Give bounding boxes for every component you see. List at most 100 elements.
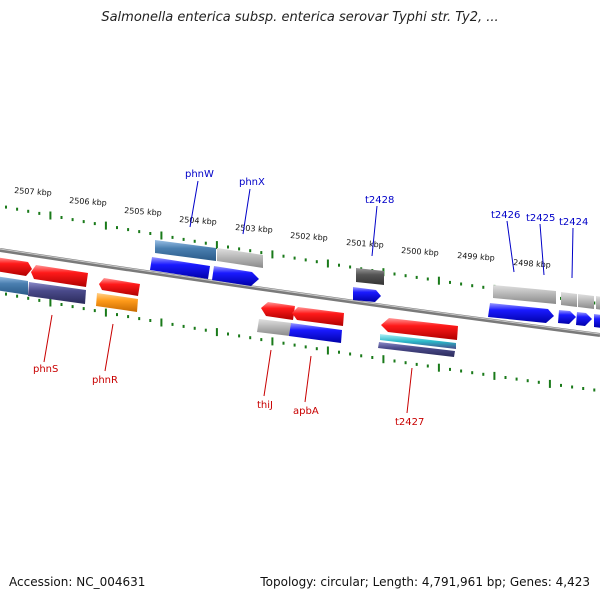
- kbp-label: 2501 kbp: [346, 238, 384, 250]
- minor-tick: [227, 245, 229, 249]
- kbp-label: 2503 kbp: [235, 223, 273, 235]
- gene-apbA[interactable]: [289, 307, 344, 343]
- gene-phnR[interactable]: [96, 293, 138, 312]
- major-tick: [215, 328, 218, 337]
- minor-tick: [471, 284, 474, 288]
- minor-tick: [349, 265, 352, 269]
- minor-tick: [449, 280, 451, 284]
- minor-tick: [482, 285, 485, 289]
- topology-text: Topology: circular; Length: 4,791,961 bp…: [260, 575, 590, 589]
- minor-tick: [149, 319, 152, 322]
- gene-left-forward[interactable]: [0, 257, 140, 296]
- minor-tick: [304, 258, 307, 262]
- minor-tick: [593, 388, 596, 392]
- minor-tick: [60, 216, 63, 219]
- minor-tick: [193, 239, 196, 243]
- minor-tick: [204, 328, 207, 332]
- major-tick: [215, 241, 218, 250]
- gene-t2424[interactable]: [576, 294, 600, 328]
- gene-t2425[interactable]: [558, 292, 577, 324]
- minor-tick: [38, 211, 41, 215]
- minor-tick: [560, 383, 562, 387]
- minor-tick: [426, 364, 429, 368]
- gene-phnW[interactable]: [150, 240, 216, 279]
- minor-tick: [249, 249, 252, 253]
- gene-phnX[interactable]: [212, 248, 263, 286]
- minor-tick: [227, 332, 229, 336]
- minor-tick: [204, 241, 207, 245]
- minor-tick: [171, 235, 174, 239]
- minor-tick: [171, 322, 174, 326]
- gene-t2427[interactable]: [378, 318, 458, 357]
- minor-tick: [582, 387, 585, 390]
- minor-tick: [82, 307, 85, 311]
- minor-tick: [27, 296, 30, 300]
- major-tick: [160, 231, 163, 240]
- gene-phnS[interactable]: [0, 276, 86, 304]
- major-tick: [160, 318, 163, 327]
- gene-labels: phnW phnX t2428 t2426 t2425 t2424 phnS p…: [33, 169, 588, 428]
- minor-tick: [304, 345, 307, 349]
- minor-tick: [182, 237, 185, 241]
- minor-tick: [293, 343, 296, 347]
- minor-tick: [593, 301, 596, 305]
- kbp-label: 2507 kbp: [14, 186, 52, 198]
- gene-label-t2427: t2427: [395, 417, 424, 428]
- major-tick: [493, 371, 496, 380]
- minor-tick: [293, 256, 296, 260]
- label-leaders: [43, 180, 574, 414]
- minor-tick: [71, 305, 74, 309]
- major-tick: [271, 250, 274, 259]
- map-title: Salmonella enterica subsp. enterica sero…: [101, 10, 499, 25]
- kbp-label: 2499 kbp: [457, 251, 495, 263]
- minor-tick: [249, 336, 252, 340]
- minor-tick: [182, 324, 185, 328]
- gene-label-phnW: phnW: [185, 169, 214, 180]
- minor-tick: [426, 277, 429, 281]
- minor-tick: [127, 228, 130, 232]
- minor-tick: [282, 341, 285, 345]
- minor-tick: [282, 254, 285, 258]
- major-tick: [271, 337, 274, 346]
- kbp-label: 2506 kbp: [69, 196, 107, 208]
- lower-ruler-ticks: [5, 292, 596, 392]
- major-tick: [382, 355, 385, 364]
- minor-tick: [415, 362, 418, 366]
- gene-t2428[interactable]: [353, 268, 384, 302]
- minor-tick: [238, 247, 241, 251]
- major-tick: [326, 346, 329, 355]
- forward-strand-genes: [0, 240, 600, 328]
- minor-tick: [504, 376, 507, 379]
- minor-tick: [404, 274, 407, 278]
- genome-backbone-highlight: [0, 248, 600, 335]
- minor-tick: [338, 350, 340, 354]
- gene-label-thiJ: thiJ: [257, 400, 273, 411]
- gene-label-phnX: phnX: [239, 177, 265, 188]
- minor-tick: [260, 251, 263, 255]
- minor-tick: [526, 379, 529, 383]
- minor-tick: [27, 209, 30, 213]
- minor-tick: [138, 230, 141, 234]
- minor-tick: [371, 356, 374, 359]
- kbp-label: 2502 kbp: [290, 231, 328, 243]
- major-tick: [437, 363, 440, 372]
- minor-tick: [404, 361, 407, 365]
- kbp-label: 2498 kbp: [513, 258, 551, 270]
- reverse-strand-genes: [0, 276, 458, 357]
- minor-tick: [138, 317, 141, 321]
- gene-label-t2424: t2424: [559, 217, 588, 228]
- minor-tick: [360, 354, 363, 358]
- gene-t2426[interactable]: [488, 285, 556, 323]
- minor-tick: [16, 207, 19, 211]
- minor-tick: [16, 294, 19, 298]
- kbp-label: 2500 kbp: [401, 246, 439, 258]
- gene-thiJ[interactable]: [257, 302, 295, 336]
- minor-tick: [338, 263, 340, 267]
- gene-label-phnS: phnS: [33, 364, 58, 375]
- minor-tick: [260, 338, 263, 342]
- major-tick: [437, 276, 440, 285]
- major-tick: [49, 211, 52, 220]
- kbp-label: 2504 kbp: [179, 215, 217, 227]
- major-tick: [326, 259, 329, 268]
